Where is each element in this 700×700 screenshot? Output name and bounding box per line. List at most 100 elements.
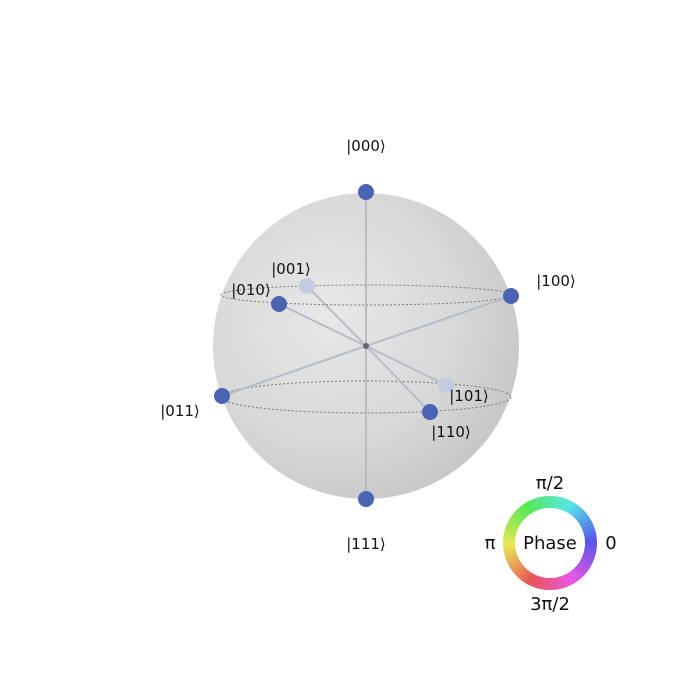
phase-wheel-segment bbox=[537, 496, 544, 510]
phase-wheel-segment bbox=[541, 496, 547, 509]
phase-wheel-segment bbox=[504, 552, 518, 560]
phase-wheel-segment bbox=[581, 522, 595, 532]
phase-wheel-segment bbox=[561, 498, 570, 512]
state-label-001: |001⟩ bbox=[271, 260, 311, 278]
state-point-010 bbox=[271, 296, 287, 312]
phase-wheel-segment bbox=[561, 574, 571, 588]
phase-wheel-segment bbox=[533, 497, 541, 511]
state-label-010: |010⟩ bbox=[231, 281, 271, 299]
phase-wheel-segment bbox=[533, 575, 542, 589]
phase-wheel-center-label: Phase bbox=[523, 533, 577, 554]
phase-wheel-segment bbox=[545, 577, 551, 590]
phase-wheel-segment bbox=[509, 516, 522, 526]
phase-wheel-segment bbox=[507, 557, 520, 567]
phase-wheel-segment bbox=[580, 557, 593, 567]
phase-wheel-segment bbox=[522, 502, 533, 515]
state-point-011 bbox=[214, 388, 230, 404]
phase-wheel-segment bbox=[567, 571, 578, 584]
state-point-000 bbox=[358, 184, 374, 200]
phase-wheel-segment bbox=[503, 549, 517, 556]
phase-wheel-segment bbox=[584, 534, 597, 540]
phase-wheel-segment bbox=[550, 577, 555, 590]
phase-wheel-segment bbox=[564, 573, 574, 586]
phase-wheel-segment bbox=[505, 554, 519, 564]
phase-wheel-segment bbox=[513, 565, 526, 577]
phase-wheel-segment bbox=[583, 530, 597, 537]
phase-wheel-ring bbox=[503, 496, 597, 590]
phase-label-pi: π bbox=[485, 533, 496, 554]
phase-wheel-segment bbox=[581, 554, 595, 563]
vector-line-001 bbox=[306, 285, 367, 347]
phase-wheel-segment bbox=[545, 496, 550, 509]
phase-wheel-segment bbox=[567, 502, 577, 515]
phase-wheel-segment bbox=[507, 519, 520, 529]
phase-color-wheel: Phase π/2 0 π 3π/2 bbox=[485, 473, 617, 615]
phase-label-pi-over-2: π/2 bbox=[536, 473, 564, 494]
state-label-101: |101⟩ bbox=[449, 387, 489, 405]
vector-line-010 bbox=[278, 303, 367, 347]
phase-wheel-segment bbox=[582, 526, 596, 534]
phase-wheel-segment bbox=[572, 567, 584, 580]
phase-wheel-segment bbox=[503, 534, 516, 541]
phase-wheel-segment bbox=[569, 504, 581, 517]
state-point-110 bbox=[422, 404, 438, 420]
phase-wheel-segment bbox=[503, 546, 516, 552]
phase-wheel-segment bbox=[511, 563, 524, 574]
sphere-center-dot bbox=[363, 343, 369, 349]
phase-wheel-segment bbox=[552, 496, 559, 509]
phase-wheel-segment bbox=[584, 545, 597, 552]
phase-wheel-segment bbox=[504, 526, 518, 535]
state-label-000: |000⟩ bbox=[346, 137, 386, 155]
phase-wheel-segment bbox=[580, 519, 593, 529]
phase-wheel-segment bbox=[519, 569, 531, 582]
phase-wheel-segment bbox=[503, 538, 516, 544]
phase-wheel-segment bbox=[578, 560, 591, 570]
phase-wheel-segment bbox=[526, 500, 536, 513]
state-point-101 bbox=[438, 377, 454, 393]
phase-wheel-segment bbox=[519, 504, 530, 517]
phase-wheel-segment bbox=[513, 509, 526, 521]
phase-wheel-segment bbox=[516, 567, 528, 580]
phase-wheel-segment bbox=[576, 562, 589, 574]
phase-wheel-segment bbox=[529, 498, 539, 512]
phase-wheel-segment bbox=[553, 577, 559, 590]
phase-wheel-segment bbox=[584, 538, 597, 543]
state-label-110: |110⟩ bbox=[431, 423, 471, 441]
phase-wheel-segment bbox=[574, 565, 587, 577]
vector-line-110 bbox=[365, 345, 431, 413]
state-vector-lines bbox=[221, 285, 512, 413]
phase-wheel-segment bbox=[503, 543, 516, 548]
phase-wheel-segment bbox=[584, 542, 597, 548]
phase-wheel-segment bbox=[526, 573, 536, 586]
phase-wheel-segment bbox=[541, 577, 548, 590]
state-point-100 bbox=[503, 288, 519, 304]
phase-wheel-segment bbox=[523, 571, 533, 584]
lower-latitude-ring bbox=[220, 380, 512, 414]
state-labels: |000⟩ |001⟩ |010⟩ |011⟩ |100⟩ |101⟩ |110… bbox=[160, 137, 576, 553]
phase-wheel-segment bbox=[559, 575, 567, 589]
state-points bbox=[214, 184, 519, 507]
phase-wheel-segment bbox=[578, 515, 591, 526]
vector-line-100 bbox=[365, 295, 512, 347]
phase-wheel-segment bbox=[572, 506, 584, 519]
vector-line-101 bbox=[365, 345, 447, 386]
phase-wheel-segment bbox=[570, 569, 581, 582]
state-label-111: |111⟩ bbox=[346, 535, 386, 553]
state-label-011: |011⟩ bbox=[160, 402, 200, 420]
vector-line-011 bbox=[221, 345, 367, 397]
phase-wheel-segment bbox=[505, 523, 519, 532]
phase-wheel-segment bbox=[516, 506, 528, 519]
phase-wheel-segment bbox=[509, 560, 522, 571]
phase-wheel-segment bbox=[511, 512, 524, 524]
phase-wheel-segment bbox=[564, 500, 574, 513]
phase-wheel-segment bbox=[576, 512, 589, 523]
state-point-001 bbox=[299, 278, 315, 294]
state-label-100: |100⟩ bbox=[536, 272, 576, 290]
phase-wheel-segment bbox=[556, 576, 563, 590]
state-point-111 bbox=[358, 491, 374, 507]
phase-label-0: 0 bbox=[605, 533, 616, 554]
phase-wheel-segment bbox=[549, 496, 555, 509]
phase-wheel-segment bbox=[582, 551, 596, 560]
phase-wheel-segment bbox=[574, 509, 587, 521]
